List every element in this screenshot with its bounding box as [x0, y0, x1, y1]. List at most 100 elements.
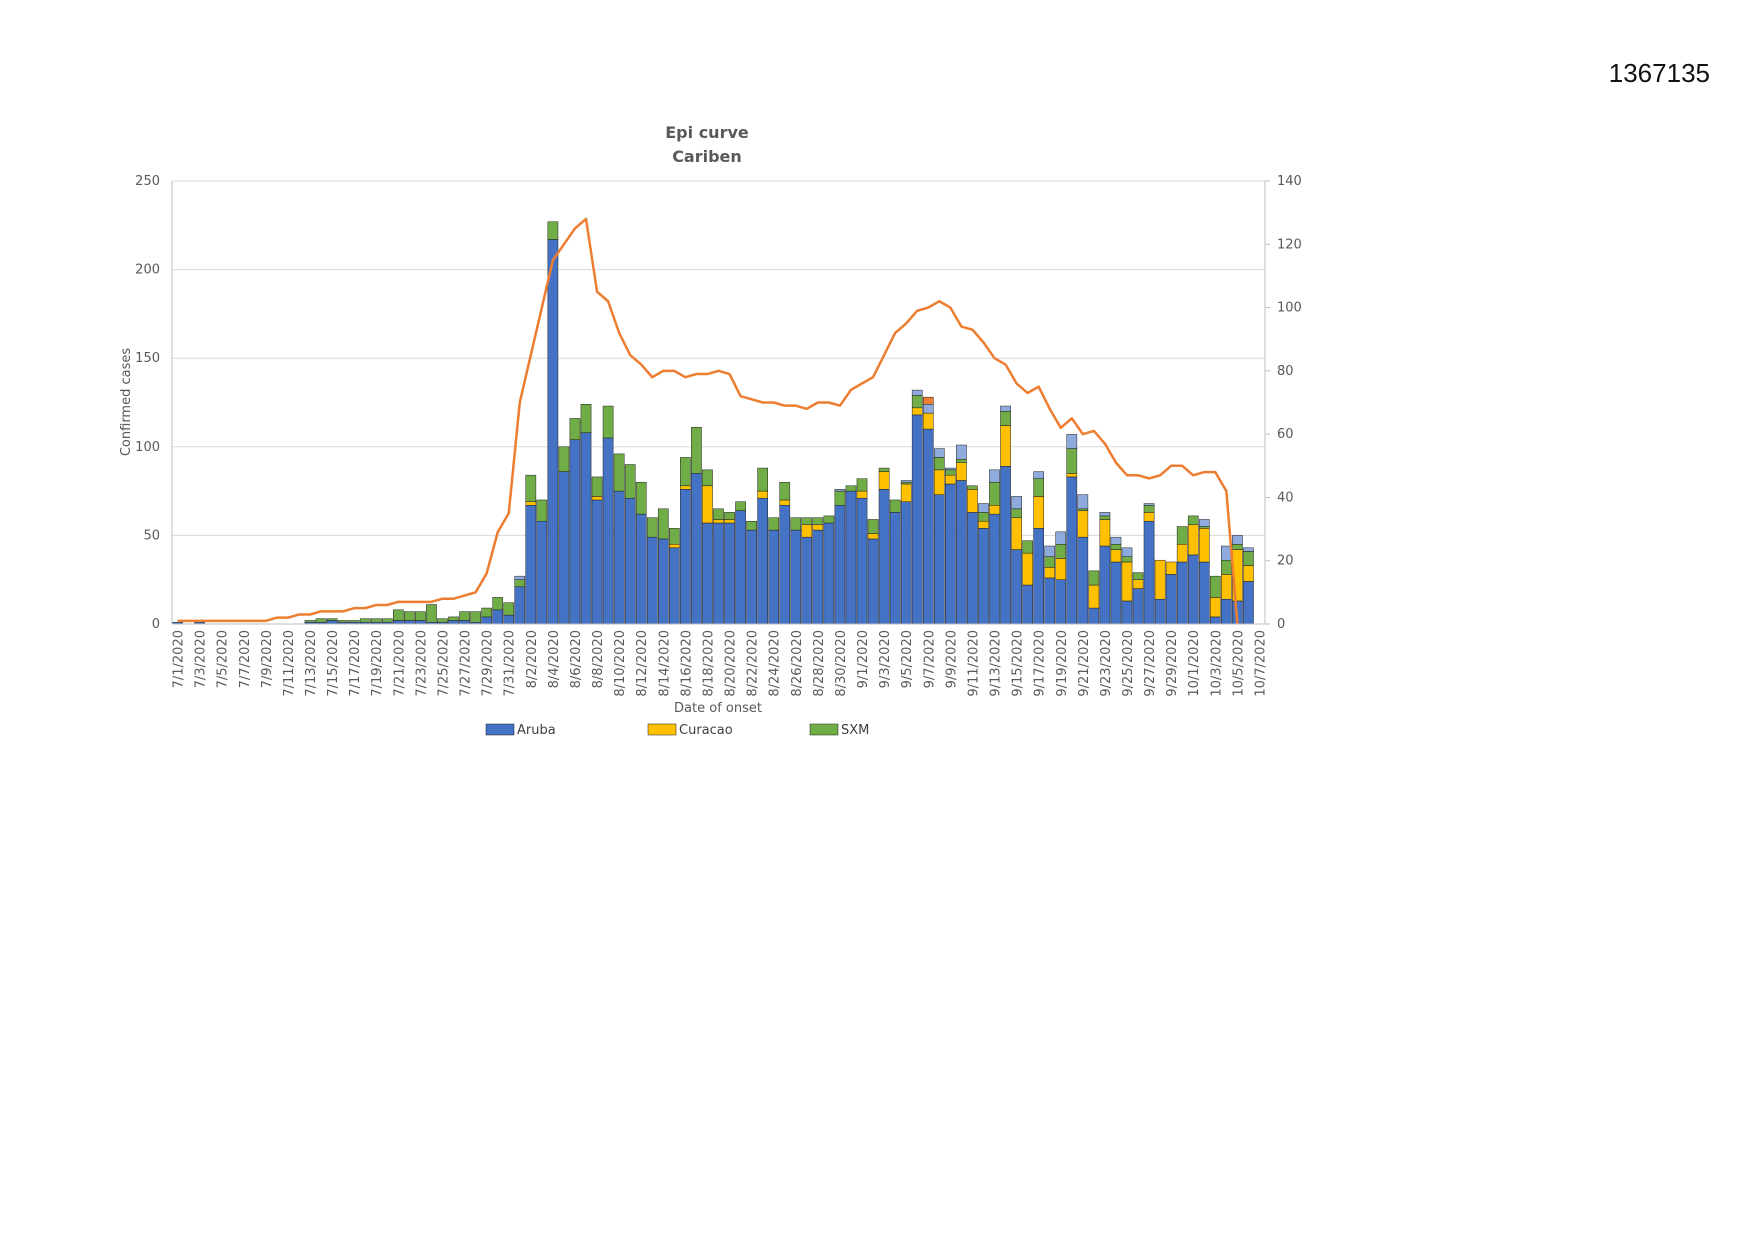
bar-sxm-62 — [856, 478, 868, 492]
bar-curacao-55 — [779, 499, 791, 506]
x-tick-label-37: 9/13/2020 — [989, 630, 1004, 697]
legend: Aruba Curacao SXM — [485, 723, 869, 738]
bar-aruba-54 — [768, 529, 780, 625]
bar-sxm-21 — [404, 611, 415, 621]
x-tick-label-33: 9/5/2020 — [900, 630, 915, 688]
x-tick-label-2: 7/5/2020 — [216, 630, 231, 688]
bar-sxm-91 — [1176, 526, 1188, 545]
bar-curacao-64 — [878, 471, 890, 490]
y-tick-label-0: 0 — [152, 617, 160, 632]
bar-sxm-12 — [304, 620, 316, 623]
x-tick-label-13: 7/27/2020 — [459, 630, 474, 697]
bar-curacao-81 — [1066, 473, 1078, 478]
bar-aruba-58 — [812, 529, 824, 625]
legend-label-sxm: SXM — [841, 723, 869, 738]
bar-aruba-21 — [404, 620, 415, 625]
bar-sxm-18 — [370, 618, 382, 623]
bar-curacao-97 — [1243, 565, 1254, 582]
moving-average-line — [177, 217, 1239, 625]
x-tick-label-45: 9/29/2020 — [1165, 630, 1180, 697]
y2-tick-label-4: 80 — [1277, 364, 1294, 379]
bar-sxm-77 — [1022, 540, 1033, 554]
x-tick-label-38: 9/15/2020 — [1011, 630, 1026, 697]
bar-aruba-47 — [691, 473, 702, 625]
bar-aruba-62 — [856, 497, 868, 625]
bar-aruba-65 — [889, 512, 901, 625]
bar-curacao-93 — [1198, 528, 1210, 563]
bar-curacao-46 — [680, 485, 691, 490]
bar-curacao-49 — [713, 519, 724, 524]
y2-tick-label-7: 140 — [1277, 174, 1302, 189]
bar-curacao-73 — [978, 520, 989, 529]
bar-sxm-44 — [657, 508, 669, 540]
bar-aruba-91 — [1176, 561, 1188, 625]
bar-sxm-52 — [746, 520, 757, 531]
bar-sxm-35 — [558, 446, 570, 472]
bar-other3-86 — [1121, 547, 1133, 557]
bar-other3-68 — [922, 404, 934, 414]
bar-sxm-34 — [547, 221, 559, 240]
bar-aruba-71 — [956, 480, 967, 625]
bar-sxm-76 — [1011, 508, 1022, 518]
bar-aruba-28 — [481, 616, 492, 625]
bar-aruba-22 — [415, 620, 426, 625]
bar-aruba-59 — [823, 522, 835, 625]
bar-sxm-54 — [768, 517, 780, 531]
y-tick-label-5: 250 — [135, 174, 160, 189]
x-tick-label-26: 8/22/2020 — [746, 630, 761, 697]
bar-sxm-27 — [470, 611, 481, 623]
bar-other3-75 — [1000, 405, 1011, 412]
bar-curacao-90 — [1165, 561, 1177, 575]
bar-aruba-56 — [790, 529, 802, 625]
x-tick-label-9: 7/19/2020 — [370, 630, 385, 697]
x-tick-label-42: 9/23/2020 — [1099, 630, 1114, 697]
bar-aruba-30 — [503, 614, 515, 625]
x-tick-label-27: 8/24/2020 — [768, 630, 783, 697]
bar-curacao-75 — [1000, 425, 1011, 467]
bar-sxm-92 — [1187, 515, 1199, 526]
bar-sxm-73 — [978, 512, 989, 522]
x-tick-label-17: 8/4/2020 — [547, 630, 562, 688]
bar-sxm-71 — [956, 458, 967, 463]
bar-aruba-48 — [702, 522, 713, 625]
x-tick-label-32: 9/3/2020 — [878, 630, 893, 688]
bar-aruba-26 — [459, 620, 470, 625]
bar-sxm-88 — [1143, 505, 1155, 513]
y2-tick-label-5: 100 — [1277, 301, 1302, 316]
bar-curacao-95 — [1221, 574, 1232, 600]
bar-other3-85 — [1110, 536, 1122, 545]
bar-other3-60 — [834, 489, 846, 492]
bar-sxm-17 — [359, 618, 371, 623]
bar-curacao-58 — [812, 524, 824, 531]
bar-aruba-70 — [945, 483, 956, 625]
axes-group: 0 50 100 150 200 250 0 20 40 60 80 100 120 140 7/1/202… — [135, 174, 1302, 697]
line-group — [177, 217, 1239, 625]
legend-label-aruba: Aruba — [517, 723, 556, 738]
bar-curacao-79 — [1044, 567, 1056, 579]
bar-sxm-72 — [967, 485, 978, 490]
y2-tick-label-1: 20 — [1277, 554, 1294, 569]
bar-aruba-36 — [569, 439, 581, 625]
bar-sxm-83 — [1088, 570, 1100, 586]
bar-aruba-90 — [1165, 574, 1177, 625]
bar-sxm-51 — [735, 501, 746, 511]
x-tick-label-8: 7/17/2020 — [348, 630, 363, 697]
bar-sxm-14 — [326, 618, 338, 621]
x-tick-label-47: 10/3/2020 — [1209, 630, 1224, 697]
bar-other3-93 — [1198, 519, 1210, 527]
bar-sxm-15 — [337, 620, 349, 623]
legend-swatch-curacao — [647, 723, 677, 736]
bar-sxm-37 — [580, 404, 592, 433]
bar-aruba-33 — [536, 520, 548, 625]
bar-aruba-87 — [1132, 588, 1144, 625]
bar-sxm-96 — [1232, 544, 1243, 550]
bar-aruba-57 — [801, 536, 813, 625]
x-tick-label-44: 9/27/2020 — [1143, 630, 1158, 697]
bar-aruba-46 — [680, 489, 691, 625]
bar-sxm-97 — [1243, 551, 1254, 566]
bar-aruba-76 — [1011, 549, 1022, 625]
bar-aruba-52 — [746, 529, 757, 625]
bar-other3-88 — [1143, 503, 1155, 506]
bar-sxm-16 — [348, 620, 360, 623]
x-tick-label-19: 8/8/2020 — [591, 630, 606, 688]
